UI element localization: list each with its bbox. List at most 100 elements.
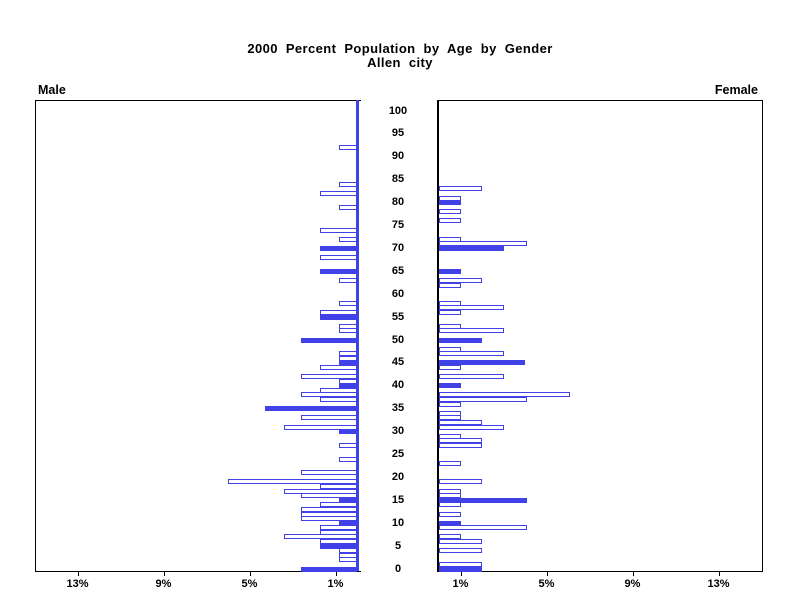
bar-male-age-24 — [338, 456, 357, 462]
bar-male-age-35 — [264, 406, 357, 412]
bar-female-age-19 — [439, 479, 482, 485]
male-axis-tick-9pct — [163, 571, 165, 576]
bar-male-age-19 — [228, 479, 357, 485]
bar-female-age-34 — [439, 410, 461, 416]
bar-female-age-16 — [439, 493, 461, 499]
bar-male-age-58 — [338, 300, 357, 306]
bar-male-age-41 — [338, 378, 357, 384]
age-tick-label-5: 5 — [394, 539, 402, 552]
bar-male-age-47 — [338, 351, 357, 357]
female-axis-tick-9pct — [632, 571, 634, 576]
bar-female-age-1 — [439, 561, 482, 567]
bar-female-age-27 — [439, 442, 482, 448]
bar-female-age-78 — [439, 209, 461, 215]
age-tick-label-15: 15 — [391, 493, 405, 506]
age-tick-label-60: 60 — [391, 287, 405, 300]
age-tick-label-55: 55 — [391, 310, 405, 323]
chart-subtitle: Allen city — [367, 55, 433, 70]
bar-male-age-70 — [320, 245, 357, 251]
bar-male-age-15 — [338, 497, 357, 503]
female-axis-label-13pct: 13% — [707, 578, 730, 590]
bar-male-age-9 — [320, 525, 357, 531]
female-axis-tick-13pct — [718, 571, 720, 576]
bar-female-age-70 — [439, 245, 504, 251]
bar-female-age-28 — [439, 438, 482, 444]
bar-male-age-46 — [338, 355, 357, 361]
bar-female-age-72 — [439, 236, 461, 242]
bar-male-age-53 — [338, 323, 357, 329]
bar-male-age-65 — [320, 268, 357, 274]
bar-female-age-65 — [439, 268, 461, 274]
bar-female-age-9 — [439, 525, 528, 531]
male-zero-axis-line — [356, 100, 359, 571]
bar-male-age-40 — [338, 383, 357, 389]
age-tick-label-80: 80 — [391, 196, 405, 209]
chart-title: 2000 Percent Population by Age by Gender — [247, 41, 553, 56]
bar-female-age-48 — [439, 346, 461, 352]
age-tick-label-100: 100 — [388, 104, 408, 117]
female-axis-tick-1pct — [460, 571, 462, 576]
bar-female-age-62 — [439, 282, 461, 288]
bar-male-age-0 — [301, 566, 357, 572]
age-tick-label-85: 85 — [391, 173, 405, 186]
age-tick-label-95: 95 — [391, 127, 405, 140]
bar-female-age-58 — [439, 300, 461, 306]
male-plot-panel — [35, 100, 361, 572]
bar-female-age-81 — [439, 195, 461, 201]
bar-female-age-37 — [439, 397, 528, 403]
age-tick-label-75: 75 — [391, 219, 405, 231]
bar-female-age-4 — [439, 548, 482, 554]
male-axis-label-13pct: 13% — [66, 578, 89, 590]
male-axis-tick-5pct — [249, 571, 251, 576]
bar-male-age-44 — [320, 364, 357, 370]
bar-female-age-57 — [439, 305, 504, 311]
male-axis-tick-13pct — [77, 571, 79, 576]
bar-female-age-45 — [439, 360, 525, 366]
bar-male-age-4 — [338, 548, 357, 554]
bar-female-age-38 — [439, 392, 571, 398]
bar-female-age-0 — [439, 566, 482, 572]
age-tick-label-45: 45 — [391, 356, 405, 369]
bar-female-age-42 — [439, 374, 504, 380]
bar-female-age-80 — [439, 200, 461, 206]
female-axis-label-1pct: 1% — [452, 578, 469, 590]
bar-male-age-30 — [338, 429, 357, 435]
bar-female-age-63 — [439, 277, 482, 283]
bar-male-age-18 — [320, 484, 357, 490]
bar-male-age-55 — [320, 314, 357, 320]
female-axis-label-9pct: 9% — [624, 578, 641, 590]
bar-female-age-47 — [439, 351, 504, 357]
bar-male-age-16 — [301, 493, 357, 499]
bar-female-age-76 — [439, 218, 461, 224]
male-axis-label-5pct: 5% — [241, 578, 258, 590]
bar-male-age-17 — [283, 488, 357, 494]
bar-male-age-52 — [338, 328, 357, 334]
age-tick-label-20: 20 — [391, 470, 405, 483]
bar-male-age-31 — [283, 424, 357, 430]
bar-female-age-83 — [439, 186, 482, 192]
bar-male-age-8 — [320, 529, 357, 535]
age-tick-label-70: 70 — [391, 241, 405, 254]
bar-male-age-92 — [338, 145, 357, 151]
bar-male-age-42 — [301, 374, 357, 380]
bar-male-age-2 — [338, 557, 357, 563]
bar-male-age-84 — [338, 181, 357, 187]
bar-female-age-7 — [439, 534, 461, 540]
bar-female-age-33 — [439, 415, 461, 421]
age-tick-label-25: 25 — [391, 448, 405, 460]
bar-female-age-10 — [439, 520, 461, 526]
bar-female-age-36 — [439, 401, 461, 407]
female-panel-label: Female — [714, 83, 758, 97]
bar-female-age-53 — [439, 323, 461, 329]
age-tick-label-90: 90 — [391, 150, 405, 163]
bar-male-age-21 — [301, 470, 357, 476]
age-tick-label-0: 0 — [394, 562, 402, 575]
bar-female-age-6 — [439, 539, 482, 545]
bar-female-age-71 — [439, 241, 528, 247]
bar-male-age-72 — [338, 236, 357, 242]
bar-male-age-56 — [320, 310, 357, 316]
bar-male-age-63 — [338, 277, 357, 283]
age-tick-label-40: 40 — [391, 379, 405, 392]
bar-male-age-11 — [301, 516, 357, 522]
